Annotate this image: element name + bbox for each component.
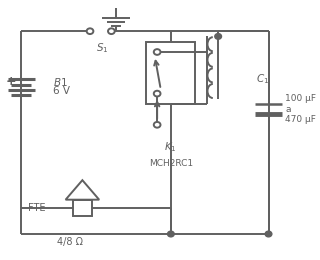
Text: $K_1$: $K_1$ xyxy=(164,140,177,154)
Circle shape xyxy=(167,231,174,237)
Text: 470 μF: 470 μF xyxy=(285,115,316,124)
Circle shape xyxy=(154,122,161,128)
Text: FTE: FTE xyxy=(28,203,46,213)
Text: a: a xyxy=(285,105,291,114)
Circle shape xyxy=(87,28,93,34)
Text: $S_1$: $S_1$ xyxy=(96,42,108,55)
Text: 100 μF: 100 μF xyxy=(285,94,316,103)
Text: MCH2RC1: MCH2RC1 xyxy=(149,159,193,168)
Circle shape xyxy=(154,91,161,96)
Text: $C_1$: $C_1$ xyxy=(256,72,269,86)
Circle shape xyxy=(215,34,221,39)
Bar xyxy=(147,42,195,104)
Bar xyxy=(73,200,92,216)
Text: $B1$: $B1$ xyxy=(53,76,68,88)
Polygon shape xyxy=(66,180,99,200)
Text: 6 V: 6 V xyxy=(53,86,70,96)
Text: +: + xyxy=(5,75,16,88)
Text: 4/8 Ω: 4/8 Ω xyxy=(57,237,83,246)
Circle shape xyxy=(154,49,161,55)
Circle shape xyxy=(108,28,115,34)
Circle shape xyxy=(265,231,272,237)
